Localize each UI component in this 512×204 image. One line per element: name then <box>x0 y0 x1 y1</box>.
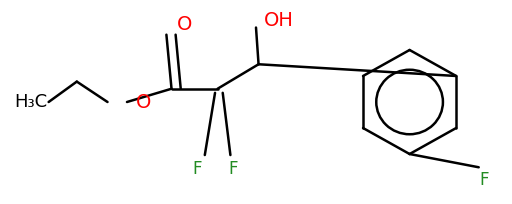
Text: O: O <box>177 15 192 34</box>
Text: H₃C: H₃C <box>14 93 47 111</box>
Text: F: F <box>228 160 238 178</box>
Text: O: O <box>136 92 151 112</box>
Text: F: F <box>193 160 202 178</box>
Text: F: F <box>479 171 488 188</box>
Text: OH: OH <box>264 11 294 30</box>
